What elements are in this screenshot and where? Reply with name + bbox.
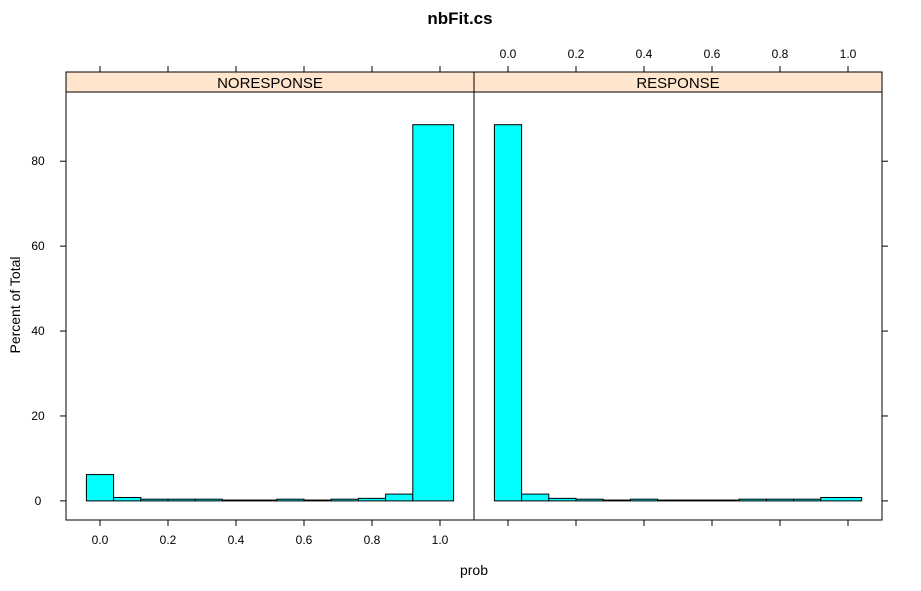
y-tick-label: 0: [35, 494, 42, 508]
y-axis-label: Percent of Total: [7, 256, 23, 353]
histogram-bar: [575, 498, 604, 502]
histogram-bar: [357, 497, 387, 502]
x-tick-label: 0.6: [296, 533, 313, 547]
x-tick-label: 0.0: [92, 533, 109, 547]
x-tick-label: 1.0: [432, 533, 449, 547]
x-tick-label: 0.8: [772, 47, 789, 61]
x-tick-label: 1.0: [840, 47, 857, 61]
histogram-bar: [249, 499, 278, 502]
x-axis-label: prob: [460, 562, 488, 578]
histogram-bar: [140, 498, 169, 502]
x-tick-label: 0.4: [636, 47, 653, 61]
histogram-bar: [85, 474, 115, 502]
histogram-bar: [221, 499, 251, 502]
histogram-bar: [629, 498, 659, 502]
histogram-bar: [303, 499, 332, 502]
histogram-bar: [602, 499, 631, 502]
histogram-bar: [793, 498, 822, 502]
histogram-bar: [521, 493, 550, 502]
histogram-bar: [820, 496, 863, 502]
x-tick-label: 0.4: [228, 533, 245, 547]
x-tick-label: 0.8: [364, 533, 381, 547]
x-tick-label: 0.0: [500, 47, 517, 61]
x-tick-label: 0.6: [704, 47, 721, 61]
plot-area: NORESPONSE 0.0 0.2 0.4 0.6 0.8 1.0 RESPONSE 0.0 0…: [31, 47, 888, 547]
histogram-bar: [385, 493, 414, 502]
panel-strip-label: NORESPONSE: [217, 75, 323, 92]
histogram-bar: [276, 498, 305, 502]
histogram-bar: [738, 498, 767, 502]
histogram-bar: [330, 498, 359, 502]
chart-title: nbFit.cs: [427, 9, 492, 28]
y-tick-label: 40: [31, 324, 45, 338]
histogram-bar: [113, 496, 142, 502]
histogram-bar: [194, 498, 223, 502]
histogram-bar: [493, 124, 523, 502]
panel-strip-label: RESPONSE: [636, 75, 719, 92]
y-tick-label: 80: [31, 154, 45, 168]
x-tick-label: 0.2: [160, 533, 177, 547]
y-tick-label: 20: [31, 409, 45, 423]
panel-border: [473, 91, 883, 521]
x-tick-label: 0.2: [568, 47, 585, 61]
histogram-bar: [167, 498, 196, 502]
histogram-bar: [657, 499, 686, 502]
histogram-bar: [765, 498, 795, 502]
histogram-bar: [684, 499, 713, 502]
y-tick-label: 60: [31, 239, 45, 253]
histogram-bar: [412, 124, 455, 502]
histogram-bar: [711, 499, 740, 502]
histogram-bar: [548, 497, 577, 502]
